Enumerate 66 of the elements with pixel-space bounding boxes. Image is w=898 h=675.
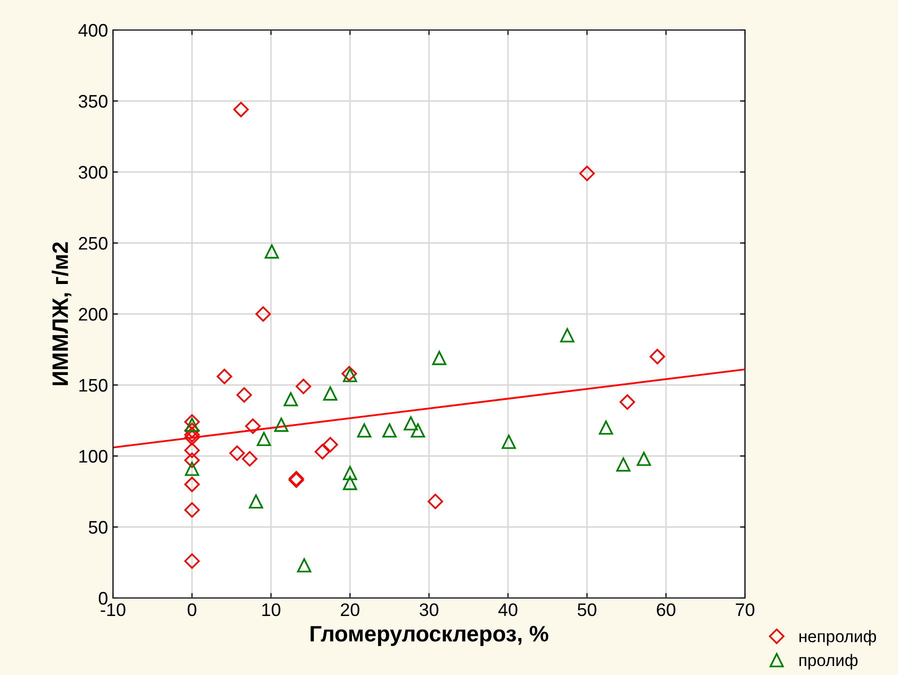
x-tick-label: 50 bbox=[578, 603, 596, 616]
point bbox=[184, 426, 200, 442]
point bbox=[382, 423, 397, 438]
point bbox=[616, 457, 630, 472]
point bbox=[560, 328, 574, 342]
point bbox=[620, 394, 635, 410]
point bbox=[404, 416, 418, 430]
point bbox=[598, 420, 614, 435]
point bbox=[184, 462, 200, 476]
y-tick-label: 200 bbox=[78, 308, 108, 321]
point bbox=[636, 452, 651, 466]
point bbox=[410, 423, 426, 438]
legend-label: пролиф bbox=[799, 654, 858, 670]
point bbox=[502, 434, 516, 449]
point bbox=[357, 423, 372, 438]
point bbox=[184, 422, 200, 438]
y-tick-label: 0 bbox=[98, 592, 108, 605]
point bbox=[216, 368, 232, 384]
point bbox=[229, 445, 245, 461]
point bbox=[184, 452, 200, 468]
point bbox=[184, 553, 200, 569]
point bbox=[184, 476, 200, 492]
x-tick-label: 30 bbox=[420, 603, 438, 616]
point bbox=[236, 387, 252, 403]
point bbox=[256, 432, 271, 446]
point bbox=[322, 436, 338, 452]
y-axis-title: ИММЛЖ, г/м2 bbox=[52, 242, 72, 386]
point bbox=[579, 166, 595, 182]
point bbox=[274, 418, 288, 432]
point bbox=[255, 306, 271, 322]
y-tick-label: 150 bbox=[79, 378, 108, 392]
point bbox=[184, 502, 200, 518]
legend-label: непролиф bbox=[799, 630, 876, 646]
point bbox=[428, 494, 444, 510]
point bbox=[264, 244, 279, 259]
point bbox=[284, 392, 298, 406]
y-tick-label: 350 bbox=[78, 94, 108, 108]
point bbox=[184, 430, 200, 446]
point bbox=[323, 386, 338, 401]
y-tick-label: 50 bbox=[88, 520, 108, 534]
y-tick-label: 100 bbox=[79, 450, 108, 463]
point bbox=[233, 102, 249, 118]
y-tick-label: 250 bbox=[78, 236, 108, 250]
point bbox=[184, 442, 200, 458]
point bbox=[314, 444, 330, 460]
x-tick-label: -10 bbox=[100, 603, 126, 616]
point bbox=[242, 451, 258, 467]
point bbox=[342, 466, 358, 480]
x-tick-label: 0 bbox=[188, 603, 196, 616]
point bbox=[432, 350, 446, 366]
x-tick-label: 60 bbox=[656, 603, 676, 616]
x-tick-label: 70 bbox=[736, 603, 754, 616]
y-tick-label: 400 bbox=[78, 24, 108, 37]
x-tick-label: 10 bbox=[262, 603, 280, 616]
x-tick-label: 20 bbox=[340, 603, 360, 616]
x-axis-title: Гломерулосклероз, % bbox=[310, 626, 548, 646]
point bbox=[245, 418, 261, 434]
y-tick-label: 300 bbox=[78, 166, 108, 179]
point bbox=[296, 378, 312, 394]
point bbox=[297, 558, 312, 572]
point bbox=[184, 418, 200, 432]
point bbox=[650, 348, 666, 364]
point bbox=[184, 414, 200, 430]
point bbox=[248, 494, 264, 509]
x-tick-label: 40 bbox=[498, 603, 518, 616]
point bbox=[342, 476, 358, 490]
